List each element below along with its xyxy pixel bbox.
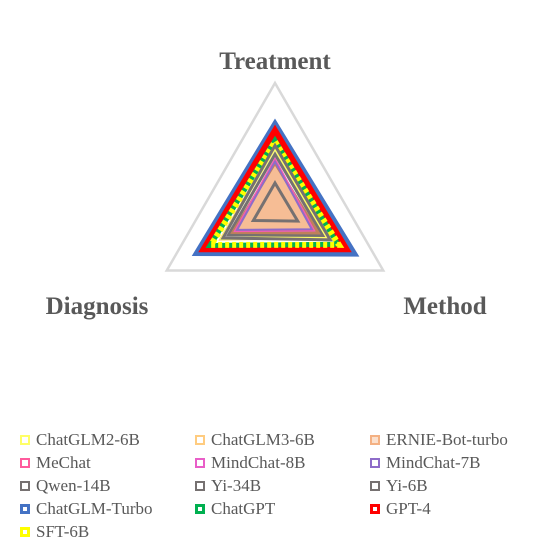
series-qwen-14b xyxy=(220,142,333,242)
legend-label: SFT-6B xyxy=(36,522,90,541)
legend-swatch xyxy=(20,527,30,537)
chart-legend: ChatGLM2-6B ChatGLM3-6B ERNIE-Bot-turbo MeC… xyxy=(20,430,540,542)
legend-label: ChatGPT xyxy=(211,499,276,518)
legend-label: MindChat-8B xyxy=(211,453,306,472)
series-gpt-4 xyxy=(198,124,352,253)
series-yi-6b xyxy=(250,180,301,223)
legend-swatch xyxy=(20,435,30,445)
legend-swatch xyxy=(370,435,380,445)
legend-item: ChatGPT xyxy=(195,499,370,519)
legend-swatch xyxy=(20,504,30,514)
series-chatglm-turbo xyxy=(191,118,360,257)
legend-label: MeChat xyxy=(36,453,91,472)
legend-swatch xyxy=(370,458,380,468)
legend-label: GPT-4 xyxy=(386,499,431,518)
legend-label: MindChat-7B xyxy=(386,453,481,472)
legend-swatch xyxy=(370,481,380,491)
legend-label: Qwen-14B xyxy=(36,476,111,495)
series-mindchat-7b xyxy=(235,159,314,231)
legend-item: Qwen-14B xyxy=(20,476,195,496)
legend-swatch xyxy=(195,481,205,491)
legend-label: ChatGLM-Turbo xyxy=(36,499,153,518)
legend-swatch xyxy=(195,458,205,468)
axis-label-diagnosis: Diagnosis xyxy=(46,293,149,320)
legend-item: ChatGLM2-6B xyxy=(20,430,195,450)
series-yi-34b xyxy=(225,151,326,238)
legend-item: MindChat-7B xyxy=(370,453,540,473)
radar-series-group xyxy=(191,118,360,257)
legend-label: Yi-34B xyxy=(211,476,262,495)
legend-label: ChatGLM3-6B xyxy=(211,430,315,449)
legend-swatch xyxy=(20,481,30,491)
legend-swatch xyxy=(370,504,380,514)
radar-grid xyxy=(164,80,386,272)
legend-item: ChatGLM3-6B xyxy=(195,430,370,450)
legend-swatch xyxy=(20,458,30,468)
legend-item: ChatGLM-Turbo xyxy=(20,499,195,519)
legend-label: ERNIE-Bot-turbo xyxy=(386,430,508,449)
axis-label-method: Method xyxy=(403,293,486,320)
legend-item: Yi-34B xyxy=(195,476,370,496)
legend-item: ERNIE-Bot-turbo xyxy=(370,430,540,450)
legend-label: ChatGLM2-6B xyxy=(36,430,140,449)
legend-item: MindChat-8B xyxy=(195,453,370,473)
legend-item: SFT-6B xyxy=(20,522,195,542)
legend-label: Yi-6B xyxy=(386,476,428,495)
series-sft-6b xyxy=(205,136,345,248)
axis-label-treatment: Treatment xyxy=(219,48,331,75)
legend-item: MeChat xyxy=(20,453,195,473)
legend-swatch xyxy=(195,504,205,514)
radar-gridline xyxy=(164,80,386,272)
legend-item: Yi-6B xyxy=(370,476,540,496)
legend-item: GPT-4 xyxy=(370,499,540,519)
legend-swatch xyxy=(195,435,205,445)
